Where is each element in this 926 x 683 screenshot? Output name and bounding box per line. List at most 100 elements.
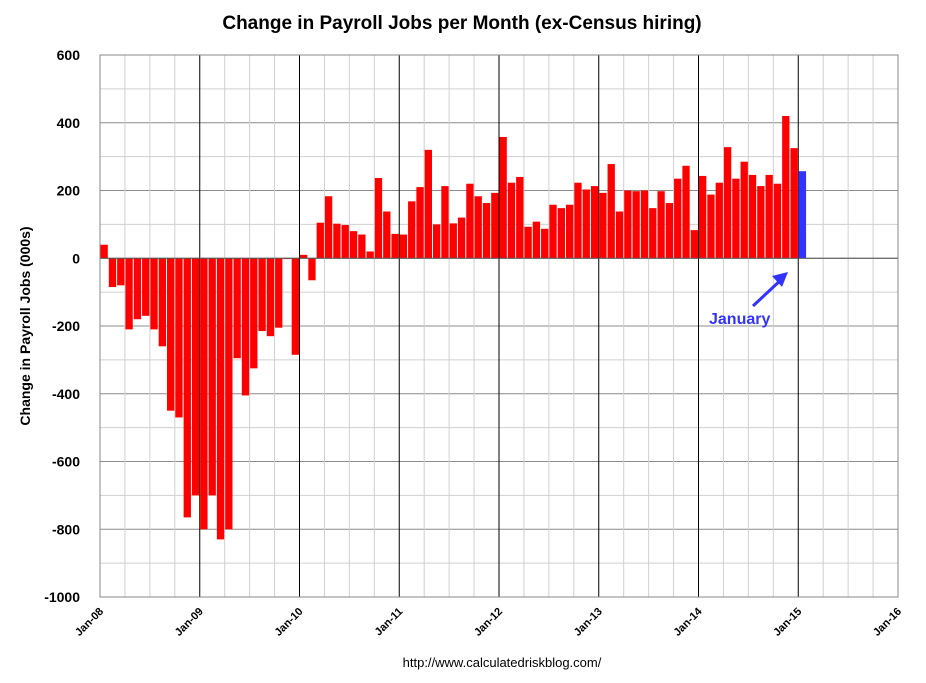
bar bbox=[649, 208, 657, 259]
bars bbox=[100, 115, 807, 540]
bar bbox=[391, 233, 399, 259]
bar bbox=[707, 194, 715, 259]
bar bbox=[291, 258, 299, 355]
bar bbox=[690, 230, 698, 259]
bar bbox=[491, 192, 499, 259]
bar bbox=[516, 176, 524, 259]
bar bbox=[416, 187, 424, 259]
bar bbox=[557, 208, 565, 259]
bar bbox=[316, 222, 324, 259]
bar bbox=[433, 224, 441, 259]
y-tick-labels: 600 400 200 0 -200 -400 -600 -800 -1000 bbox=[44, 47, 80, 605]
bar bbox=[449, 223, 457, 259]
bar bbox=[507, 182, 516, 259]
bar bbox=[100, 244, 108, 259]
x-tick-label: Jan-12 bbox=[472, 606, 505, 639]
bar bbox=[549, 204, 557, 259]
bar bbox=[374, 177, 383, 259]
bar bbox=[757, 186, 765, 259]
bar bbox=[665, 203, 674, 259]
y-tick-label: 600 bbox=[57, 47, 81, 63]
bar bbox=[216, 258, 225, 540]
bar bbox=[308, 258, 316, 281]
bar bbox=[383, 211, 391, 259]
bar bbox=[150, 258, 158, 330]
bar bbox=[482, 203, 491, 259]
annotation-arrowhead bbox=[772, 272, 788, 287]
bar bbox=[275, 258, 283, 328]
bar bbox=[699, 175, 707, 259]
bar bbox=[333, 223, 341, 259]
x-tick-label: Jan-14 bbox=[671, 605, 705, 639]
bar bbox=[632, 191, 640, 259]
bar bbox=[615, 211, 624, 259]
y-tick-label: 200 bbox=[57, 183, 81, 199]
bar bbox=[233, 258, 241, 359]
bar bbox=[117, 258, 125, 286]
bar bbox=[358, 234, 366, 259]
x-tick-label: Jan-13 bbox=[572, 606, 605, 639]
bar bbox=[300, 254, 308, 259]
x-tick-label: Jan-10 bbox=[272, 606, 305, 639]
bar bbox=[133, 258, 142, 320]
bar bbox=[657, 191, 665, 259]
bar bbox=[599, 192, 607, 259]
bar bbox=[748, 174, 757, 259]
bar bbox=[682, 165, 690, 259]
bar bbox=[607, 164, 615, 259]
bar bbox=[574, 182, 582, 259]
plot-border bbox=[99, 54, 899, 598]
bar bbox=[241, 258, 250, 396]
bar bbox=[424, 149, 432, 259]
y-tick-label: 0 bbox=[72, 250, 80, 266]
bar bbox=[324, 196, 333, 259]
bar bbox=[782, 115, 790, 259]
bar bbox=[250, 258, 258, 369]
bar bbox=[765, 174, 773, 259]
y-axis-label: Change in Payroll Jobs (000s) bbox=[17, 226, 33, 425]
bar bbox=[191, 258, 200, 496]
bar bbox=[183, 258, 191, 518]
y-tick-label: -1000 bbox=[44, 589, 80, 605]
bar bbox=[532, 221, 541, 259]
bar bbox=[108, 258, 117, 288]
bar bbox=[266, 258, 275, 337]
bar bbox=[582, 189, 590, 259]
source-url: http://www.calculatedriskblog.com/ bbox=[403, 655, 602, 670]
bar bbox=[225, 258, 233, 530]
annotation-arrow bbox=[751, 276, 785, 308]
gridlines bbox=[99, 54, 899, 598]
y-tick-label: -200 bbox=[52, 318, 80, 334]
x-tick-label: Jan-09 bbox=[173, 606, 206, 639]
bar bbox=[457, 217, 466, 259]
bar bbox=[208, 258, 216, 496]
x-tick-label: Jan-16 bbox=[871, 606, 904, 639]
bar bbox=[258, 258, 266, 332]
x-tick-label: Jan-11 bbox=[373, 606, 406, 639]
y-tick-label: -600 bbox=[52, 454, 80, 470]
bar bbox=[723, 147, 732, 259]
bar bbox=[790, 148, 798, 259]
y-tick-label: -400 bbox=[52, 386, 80, 402]
bar bbox=[341, 225, 349, 259]
bar bbox=[732, 178, 740, 259]
bar bbox=[167, 258, 175, 411]
bar bbox=[640, 190, 649, 259]
plot-frame bbox=[99, 54, 899, 598]
bar-highlight bbox=[798, 171, 807, 259]
x-tick-labels: Jan-08 Jan-09 Jan-10 Jan-11 Jan-12 Jan-13 Jan-… bbox=[73, 605, 904, 639]
chart-title: Change in Payroll Jobs per Month (ex-Cen… bbox=[222, 13, 701, 34]
bar bbox=[590, 186, 599, 259]
bar bbox=[715, 182, 723, 259]
bar bbox=[175, 258, 183, 418]
bar bbox=[674, 178, 682, 259]
bar bbox=[624, 190, 632, 259]
bar bbox=[158, 258, 166, 347]
bar bbox=[142, 258, 150, 316]
bar bbox=[399, 234, 408, 259]
bar bbox=[773, 183, 782, 259]
bar bbox=[524, 226, 532, 259]
y-tick-label: -800 bbox=[52, 521, 80, 537]
january-annotation: January bbox=[709, 272, 788, 328]
